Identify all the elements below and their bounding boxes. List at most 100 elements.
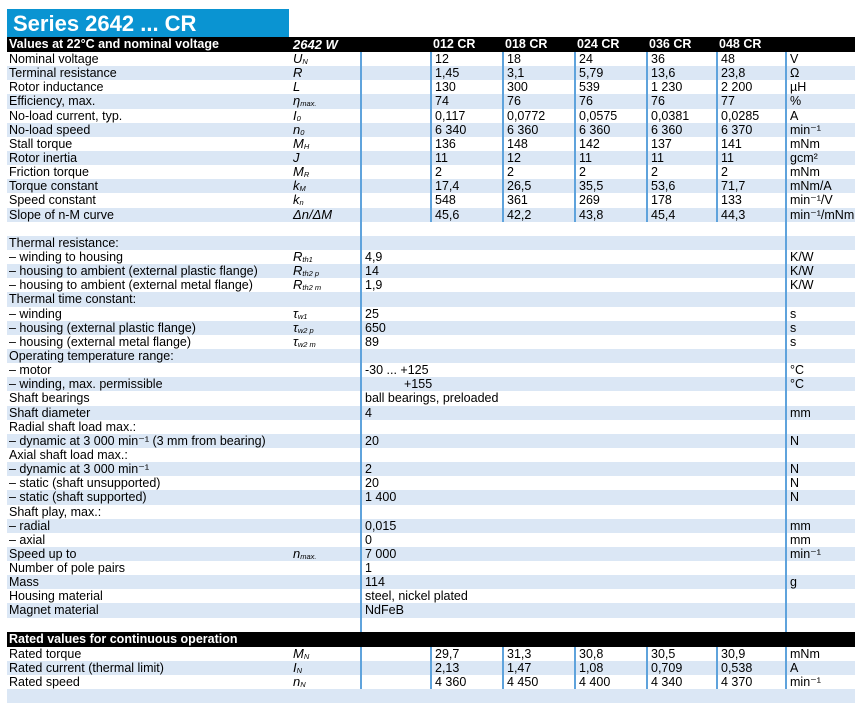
symbol — [289, 448, 360, 462]
symbol — [289, 589, 360, 603]
symbol: τw2 m — [289, 334, 360, 349]
symbol: Rth2 m — [289, 277, 360, 293]
row-label: – winding, max. permissible — [9, 377, 163, 392]
unit-cell: gcm² — [785, 150, 855, 166]
symbol-main: n — [293, 545, 301, 561]
series-title: Series 2642 ... CR — [7, 9, 289, 37]
value-cell: 53,6 — [646, 179, 716, 194]
value-cell: 30,9 — [716, 646, 785, 661]
value-cell: 74 — [430, 94, 502, 109]
value-cell: 11 — [430, 150, 502, 166]
symbol-sub: th1 — [302, 254, 313, 264]
value-cell: 0,0285 — [716, 108, 785, 123]
blank — [289, 222, 360, 236]
value-cell: 1 — [360, 561, 785, 576]
symbol-sub: 0 — [296, 113, 301, 123]
value-cell: 361 — [502, 193, 574, 208]
value-spacer — [360, 193, 430, 208]
row-label: Shaft diameter — [9, 405, 91, 420]
table-row: – dynamic at 3 000 min⁻¹ 2 N — [7, 462, 855, 477]
row-label: – winding to housing — [9, 249, 123, 264]
rated-header-label: Rated values for continuous operation — [9, 631, 238, 646]
symbol: Rth2 p — [289, 264, 360, 279]
unit-cell: min⁻¹ — [785, 122, 855, 137]
unit-cell — [785, 348, 855, 364]
symbol: MR — [289, 165, 360, 180]
value-spacer — [360, 207, 430, 222]
value-cell: 2 — [646, 165, 716, 180]
symbol — [289, 434, 360, 448]
value-cell: 137 — [646, 136, 716, 151]
symbol-main: M — [293, 135, 304, 151]
header-label: Values at 22°C and nominal voltage — [9, 37, 219, 51]
value-cell: 36 — [646, 52, 716, 67]
row-label: – dynamic at 3 000 min⁻¹ — [9, 462, 149, 477]
symbol-sub: H — [303, 141, 310, 151]
value-spacer — [360, 122, 430, 137]
blank — [360, 617, 785, 632]
value-cell: 114 — [360, 575, 785, 590]
value-cell: ball bearings, preloaded — [360, 391, 785, 406]
value-cell: 76 — [646, 94, 716, 109]
header-type: 018 CR — [505, 37, 548, 51]
symbol-sub: max. — [300, 99, 317, 109]
value-cell: 11 — [574, 150, 646, 166]
table-row: – housing (external metal flange) τw2 m 89… — [7, 334, 855, 349]
symbol-sub: 0 — [300, 127, 305, 137]
value-cell: 13,6 — [646, 66, 716, 81]
header-unit — [785, 37, 855, 52]
table-row: Speed constant kn 548 361 269 178 133 min⁻¹/V — [7, 193, 855, 208]
symbol-main: τ — [293, 305, 298, 321]
unit-cell: mNm/A — [785, 179, 855, 194]
symbol: τw2 p — [289, 320, 360, 335]
symbol: ηmax. — [289, 94, 360, 109]
row-label: Thermal resistance: — [9, 235, 119, 250]
value-spacer — [360, 108, 430, 123]
value-cell: 6 370 — [716, 122, 785, 137]
value-cell: 6 340 — [430, 122, 502, 137]
table-header: Values at 22°C and nominal voltage 2642 W… — [7, 37, 855, 52]
table-row: – dynamic at 3 000 min⁻¹ (3 mm from bear… — [7, 433, 855, 448]
table-row: Rated current (thermal limit) IN 2,13 1,47 1… — [7, 660, 855, 676]
symbol: J — [289, 150, 360, 165]
symbol — [289, 603, 360, 617]
symbol — [289, 519, 360, 533]
unit-cell — [785, 504, 855, 519]
row-label: – radial — [9, 518, 50, 533]
value-spacer — [360, 136, 430, 151]
header-type: 036 CR — [649, 37, 692, 51]
value-cell: 4 360 — [430, 675, 502, 690]
unit-cell — [785, 589, 855, 604]
row-label: – housing to ambient (external plastic f… — [9, 264, 258, 279]
symbol: Δn/ΔM — [289, 207, 360, 222]
symbol-sub: max. — [300, 551, 317, 561]
value-cell: 2 200 — [716, 80, 785, 95]
table-row: – radial 0,015 mm — [7, 518, 855, 533]
table-row: – static (shaft unsupported) 20 N — [7, 476, 855, 491]
value-cell: 1,45 — [430, 66, 502, 81]
table-row: – motor -30 ... +125 °C — [7, 363, 855, 378]
symbol: nN — [289, 675, 360, 690]
value-cell: 4 450 — [502, 675, 574, 690]
value-cell: 76 — [502, 94, 574, 109]
value-cell: 23,8 — [716, 66, 785, 81]
row-label: No-load current, typ. — [9, 108, 123, 123]
row-label: Axial shaft load max.: — [9, 447, 128, 462]
blank — [785, 221, 855, 236]
symbol-main: R — [293, 248, 303, 264]
unit-cell: % — [785, 94, 855, 109]
value-cell: 4 400 — [574, 675, 646, 690]
blank — [7, 618, 289, 632]
symbol-sub: n — [299, 198, 304, 208]
value-cell: 130 — [430, 80, 502, 95]
unit-cell: g — [785, 575, 855, 590]
value-cell: 12 — [502, 150, 574, 166]
table-row: Magnet material NdFeB — [7, 603, 855, 618]
symbol — [289, 406, 360, 420]
unit-cell: min⁻¹/V — [785, 193, 855, 208]
table-row: Efficiency, max. ηmax. 74 76 76 76 77% — [7, 94, 855, 109]
rated-header: Rated values for continuous operation — [7, 631, 855, 647]
symbol — [289, 533, 360, 547]
symbol-main: R — [293, 277, 303, 293]
value-cell: 25 — [360, 306, 785, 321]
